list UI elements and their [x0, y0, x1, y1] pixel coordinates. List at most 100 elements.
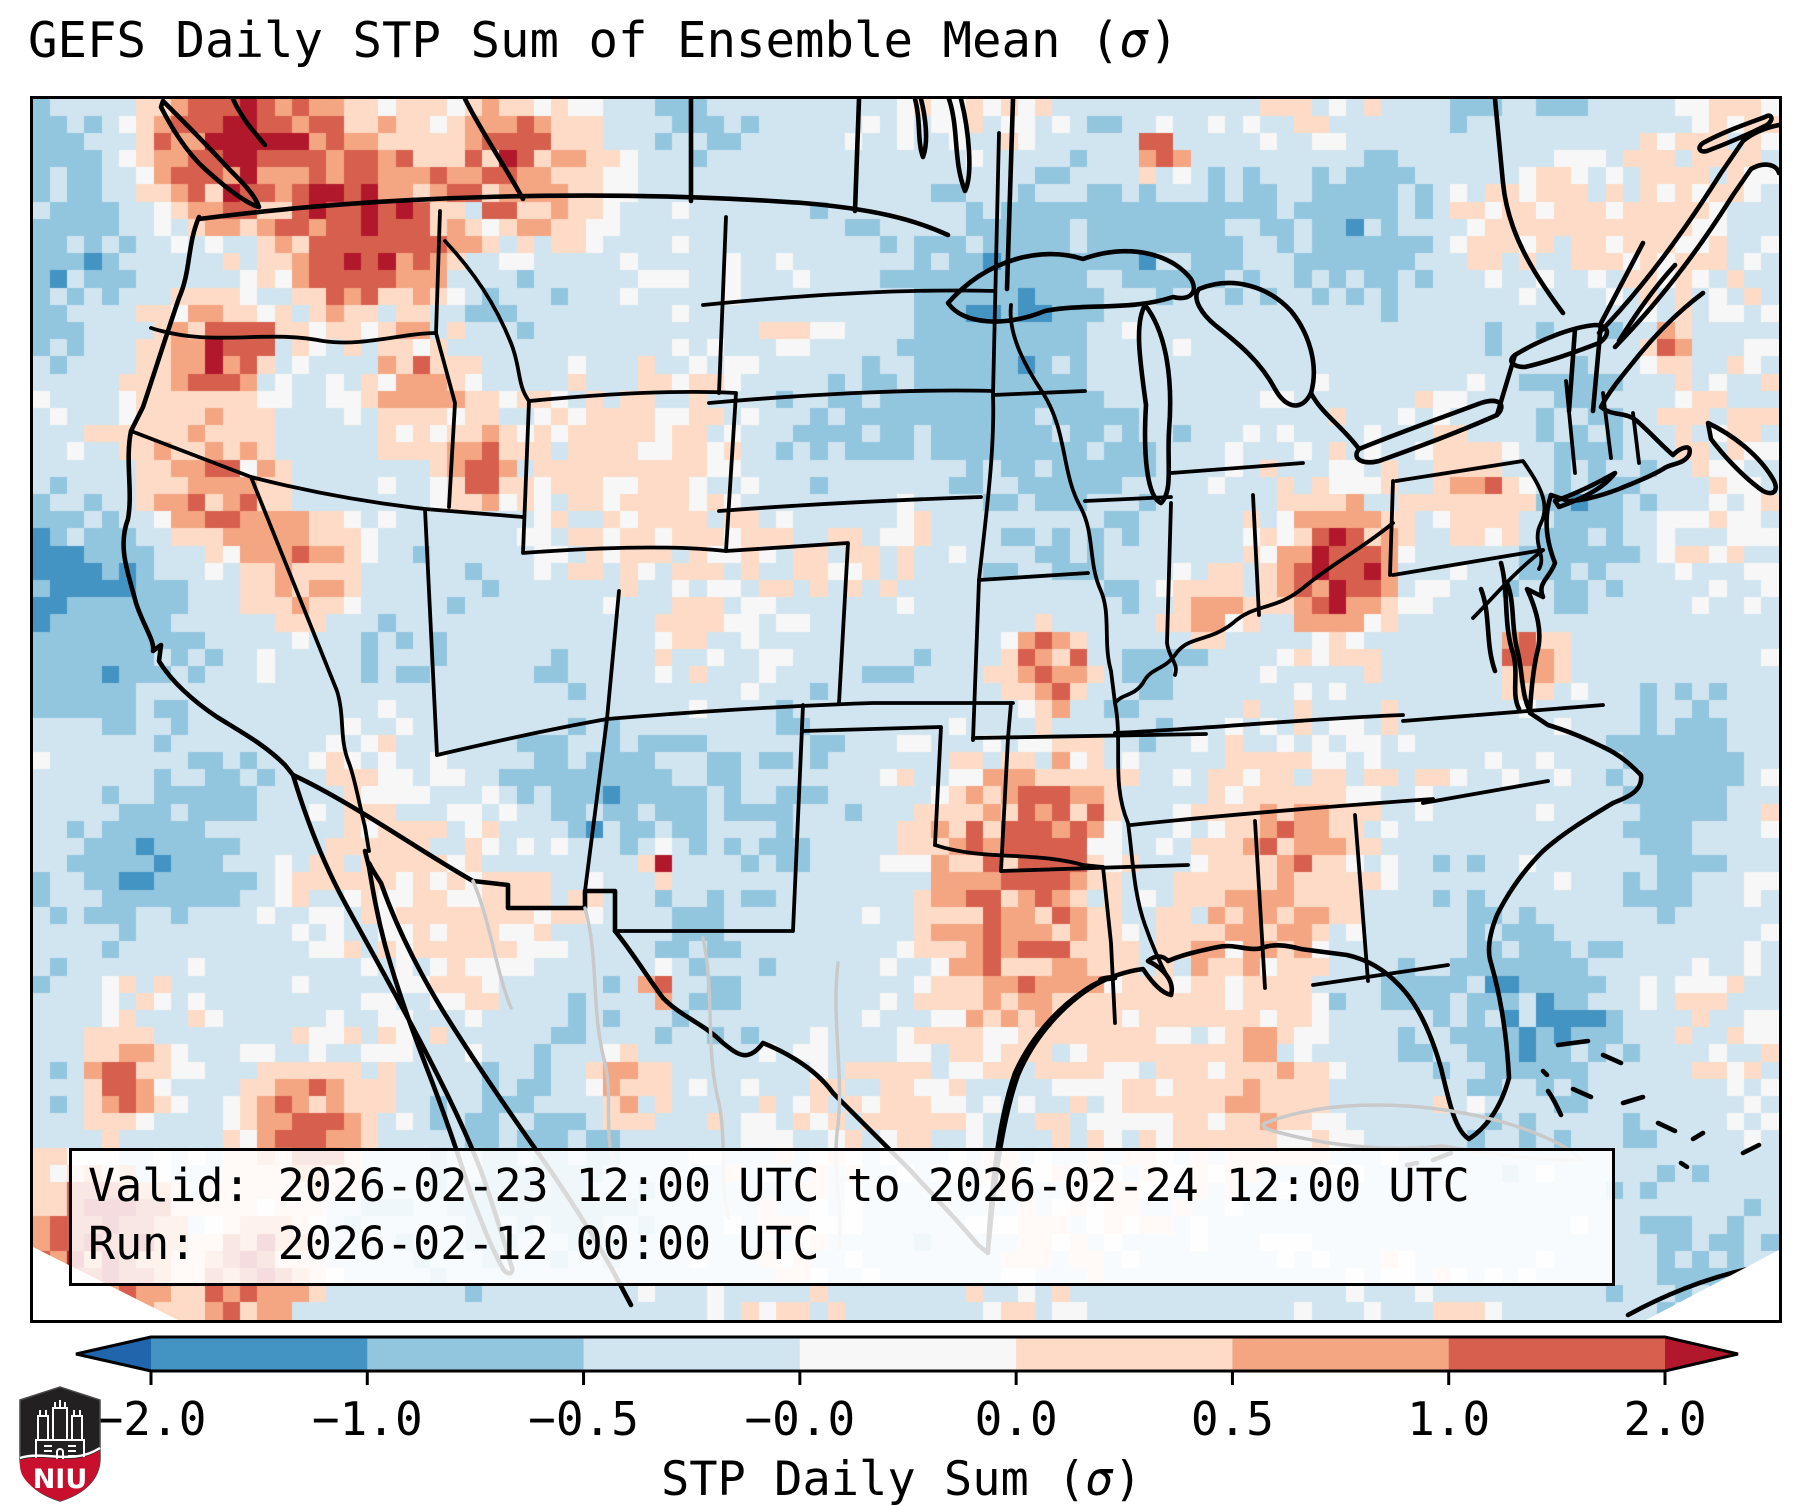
wa-id — [434, 209, 442, 335]
anticosti-island — [1697, 113, 1774, 154]
in-oh — [1251, 493, 1261, 617]
lake-huron — [1194, 280, 1317, 408]
ia-west — [977, 393, 996, 582]
colorbar-segment-3 — [799, 1337, 1017, 1371]
wa-or-columbia — [149, 326, 438, 345]
ne-ks — [717, 495, 983, 513]
va-nc — [1401, 703, 1605, 723]
wedge-bottom-right — [1646, 1250, 1779, 1320]
tn-south — [1129, 797, 1435, 827]
colorbar-tick-label: 1.0 — [1407, 1392, 1491, 1446]
mi-south — [1169, 461, 1305, 475]
oh-pa — [1388, 479, 1395, 577]
vancouver-island — [158, 99, 262, 210]
st-lawrence-south — [1612, 166, 1754, 350]
mexico-states-1 — [583, 906, 617, 1170]
annotation-line-1: Valid: 2026-02-23 12:00 UTC to 2026-02-2… — [88, 1159, 1470, 1212]
ok-ar — [999, 701, 1013, 873]
atlantic-coastline — [1466, 710, 1644, 1142]
id-mt — [443, 239, 531, 403]
ia-mo — [977, 571, 1090, 582]
parallel-42n — [129, 429, 525, 519]
sk-mb-border — [852, 99, 862, 214]
canada-border — [196, 193, 951, 238]
colorbar-tick-label: −2.0 — [95, 1392, 207, 1446]
logo-band-highlight — [19, 1446, 101, 1460]
colorbar-tick-label: 0.0 — [974, 1392, 1058, 1446]
colorbar-segment-0 — [151, 1337, 368, 1371]
logo-red-band — [20, 1450, 100, 1501]
wi-il — [1083, 495, 1173, 503]
ok-panhandle — [801, 725, 943, 847]
tn-north — [1113, 713, 1405, 735]
il-in — [1165, 501, 1178, 677]
on-qc-border — [1492, 99, 1566, 316]
potomac — [1471, 548, 1545, 620]
valid-run-annotation: Valid: 2026-02-23 12:00 UTC to 2026-02-2… — [69, 1148, 1615, 1286]
st-lawrence-north — [1596, 122, 1779, 336]
mn-west — [991, 131, 1001, 397]
map-borders-overlay — [33, 99, 1779, 1320]
or-id — [434, 331, 457, 509]
nova-scotia — [1705, 420, 1778, 496]
nv-ut — [423, 507, 439, 757]
ca-nv — [249, 475, 371, 853]
colorbar-axis-label: STP Daily Sum (σ) — [660, 1452, 1143, 1506]
mexico-states-4 — [471, 879, 513, 1010]
colorbar-segment-6 — [1448, 1337, 1666, 1371]
delmarva-chesapeake — [1504, 492, 1558, 714]
al-ga — [1353, 813, 1370, 983]
detroit-niagara — [1308, 352, 1518, 452]
annotation-line-2: Run: 2026-02-12 00:00 UTC — [88, 1217, 820, 1270]
new-england-coast — [1548, 290, 1706, 504]
colorbar-segment-2 — [583, 1337, 801, 1371]
nm-tx — [613, 703, 805, 933]
logo-text: NIU — [33, 1464, 88, 1495]
red-river — [933, 843, 1105, 869]
us-mexico-border — [290, 772, 618, 934]
bahamas — [1540, 1038, 1762, 1170]
colorbar-segment-4 — [1016, 1337, 1234, 1371]
map-figure: Valid: 2026-02-23 12:00 UTC to 2026-02-2… — [30, 96, 1782, 1323]
ohio-river — [1113, 521, 1395, 705]
niu-logo: NIU — [19, 1386, 101, 1502]
sigma-symbol: σ — [1085, 1452, 1114, 1506]
colorbar-tick-label: 2.0 — [1623, 1392, 1707, 1446]
ut-co — [605, 589, 621, 721]
colorbar-tick-label: 0.5 — [1190, 1392, 1274, 1446]
colorbar-tick-label: −1.0 — [311, 1392, 423, 1446]
nd-sd — [701, 288, 997, 307]
nc-sc — [1421, 779, 1550, 805]
wyoming — [521, 389, 738, 555]
ny-borders — [1564, 379, 1641, 475]
bc-ab-border — [462, 99, 526, 202]
lake-manitoba — [912, 99, 929, 160]
mississippi-river — [1041, 391, 1170, 980]
sd-ne — [707, 388, 995, 405]
lake-michigan — [1136, 302, 1173, 506]
bc-inlets — [230, 99, 268, 148]
colorbar-under-arrow — [76, 1337, 151, 1371]
figure-title: GEFS Daily STP Sum of Ensemble Mean (σ) — [28, 12, 1179, 69]
lake-winnipeg — [946, 99, 972, 194]
colorbar — [75, 1335, 1739, 1385]
new-brunswick-maine — [1566, 240, 1678, 414]
co-north-east — [724, 541, 850, 705]
pacific-coastline — [121, 214, 296, 778]
colorbar-over-arrow — [1665, 1337, 1738, 1371]
lake-ontario — [1509, 322, 1610, 370]
mo-ar — [971, 732, 1208, 740]
ar-la — [999, 863, 1190, 873]
colorbar-tick-label: −0.5 — [528, 1392, 639, 1446]
ms-al — [1253, 819, 1267, 990]
parallel-37n — [435, 701, 1015, 757]
colorbar-tick-label: −0.0 — [744, 1392, 856, 1446]
colorbar-segment-1 — [367, 1337, 585, 1371]
pennsylvania — [1391, 459, 1547, 577]
tx-ar-la — [1101, 865, 1117, 1025]
lake-erie — [1354, 398, 1504, 465]
mb-on-border — [1004, 99, 1016, 292]
long-island — [1552, 470, 1618, 510]
gaspe — [1748, 162, 1779, 176]
